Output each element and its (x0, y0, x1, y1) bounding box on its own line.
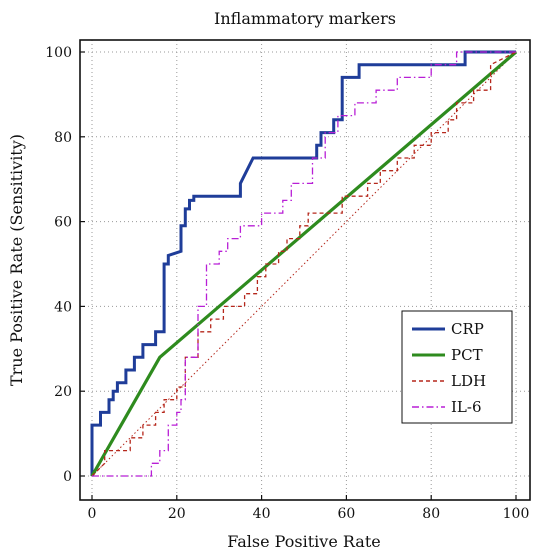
grid (80, 40, 530, 500)
y-tick-label-1: 20 (54, 384, 72, 400)
series-ldh-line (91, 51, 517, 477)
x-tick-label-1: 20 (168, 506, 186, 522)
legend-label-pct: PCT (451, 346, 483, 364)
y-tick-label-5: 100 (45, 45, 72, 61)
x-tick-label-4: 80 (422, 506, 440, 522)
y-tick-label-0: 0 (63, 469, 72, 485)
series-crp-line (90, 50, 516, 476)
chart-title: Inflammatory markers (214, 9, 396, 28)
legend-label-crp: CRP (451, 320, 484, 338)
legend: CRP PCT LDH IL-6 (401, 310, 513, 424)
y-axis-title: True Positive Rate (Sensitivity) (7, 134, 26, 386)
legend-label-ldh: LDH (451, 372, 486, 390)
legend-label-il-6: IL-6 (451, 398, 482, 416)
x-tick-label-5: 100 (503, 506, 530, 522)
series-il-6-line (92, 51, 516, 477)
y-tick-label-4: 80 (54, 130, 72, 146)
series-lines (90, 50, 518, 477)
series-pct-line (90, 50, 518, 477)
y-tick-label-3: 60 (54, 215, 72, 231)
y-tick-label-2: 40 (54, 299, 72, 315)
x-tick-label-3: 60 (337, 506, 355, 522)
x-tick-label-2: 40 (253, 506, 271, 522)
x-tick-label-0: 0 (88, 506, 97, 522)
plot-frame (79, 39, 531, 501)
axis-ticks: 0 20 40 60 80 100 0 20 40 60 80 100 (45, 45, 529, 522)
x-axis-title: False Positive Rate (227, 532, 381, 551)
